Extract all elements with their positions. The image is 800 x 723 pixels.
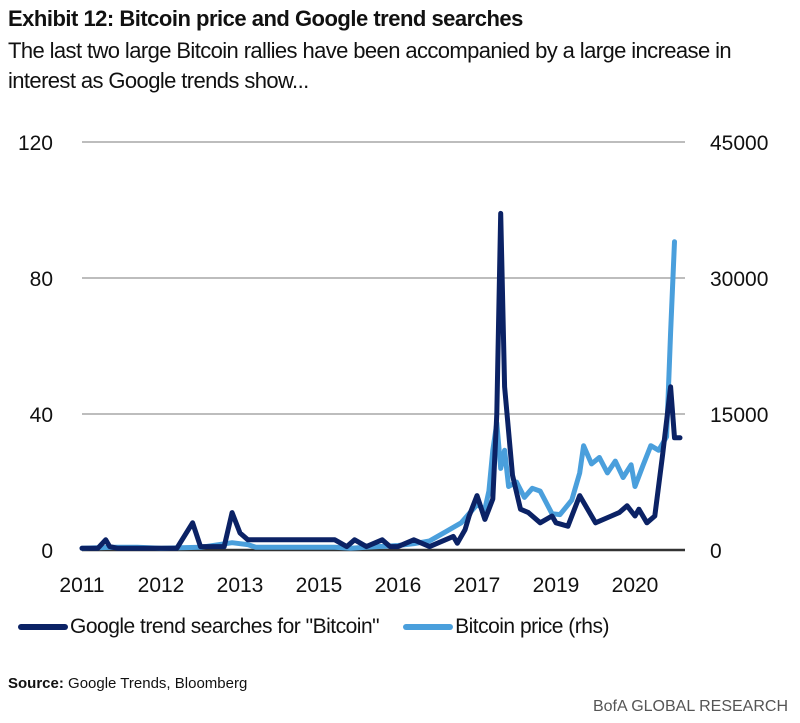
x-tick-label: 2016 bbox=[375, 574, 422, 597]
legend-label-trend: Google trend searches for "Bitcoin" bbox=[70, 615, 380, 638]
source-note: Source: Google Trends, Bloomberg bbox=[8, 675, 247, 692]
legend-label-price: Bitcoin price (rhs) bbox=[455, 615, 609, 638]
x-tick-label: 2015 bbox=[296, 574, 343, 597]
x-tick-label: 2013 bbox=[217, 574, 264, 597]
y-right-tick-label: 45000 bbox=[710, 132, 768, 155]
chart-subtitle: The last two large Bitcoin rallies have … bbox=[8, 38, 732, 93]
legend-swatch-price bbox=[403, 624, 454, 630]
series-line-google-trend bbox=[79, 210, 683, 551]
x-tick-label: 2012 bbox=[138, 574, 185, 597]
legend-item-trend: Google trend searches for "Bitcoin" bbox=[18, 615, 380, 639]
y-right-tick-label: 0 bbox=[710, 540, 722, 563]
y-left-tick-label: 0 bbox=[41, 540, 53, 563]
brand-label: BofA GLOBAL RESEARCH bbox=[592, 698, 788, 715]
y-left-tick-label: 80 bbox=[30, 268, 53, 291]
y-right-tick-label: 15000 bbox=[710, 404, 768, 427]
legend-item-price: Bitcoin price (rhs) bbox=[403, 615, 609, 639]
x-tick-label: 2019 bbox=[533, 574, 580, 597]
x-tick-label: 2020 bbox=[612, 574, 659, 597]
source-label: Source: bbox=[8, 675, 64, 692]
y-left-tick-label: 120 bbox=[18, 132, 53, 155]
legend: Google trend searches for "Bitcoin" Bitc… bbox=[18, 615, 633, 639]
legend-swatch-trend bbox=[18, 624, 68, 630]
y-right-tick-label: 30000 bbox=[710, 268, 768, 291]
chart-title: Exhibit 12: Bitcoin price and Google tre… bbox=[8, 6, 523, 31]
source-text: Google Trends, Bloomberg bbox=[68, 675, 248, 692]
x-tick-label: 2017 bbox=[454, 574, 501, 597]
x-tick-label: 2011 bbox=[59, 574, 104, 597]
y-left-tick-label: 40 bbox=[30, 404, 53, 427]
